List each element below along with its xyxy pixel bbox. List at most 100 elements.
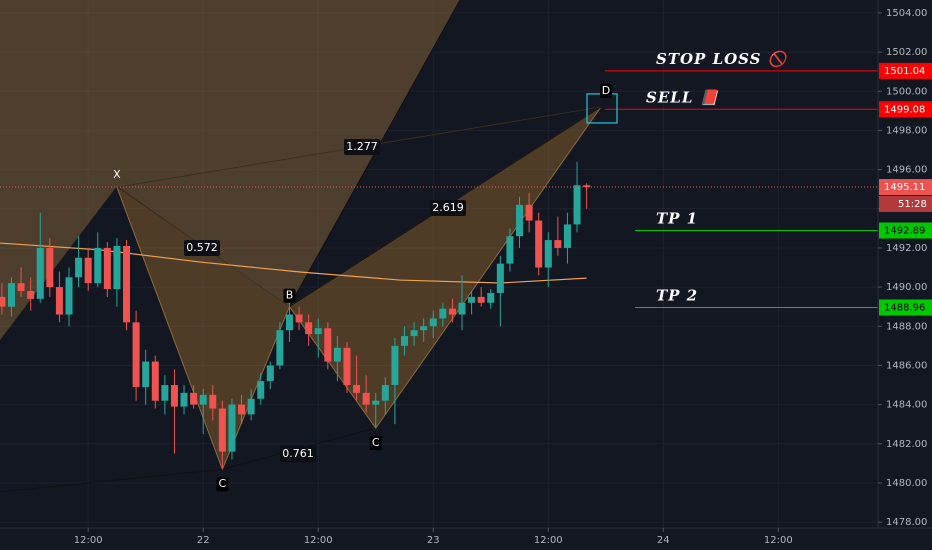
candle-body bbox=[439, 308, 447, 319]
level-tag bbox=[879, 101, 932, 118]
candle-body bbox=[123, 245, 131, 323]
candle-body bbox=[295, 314, 303, 323]
candle-body bbox=[285, 314, 293, 331]
level-tag bbox=[879, 222, 932, 239]
candle-body bbox=[429, 318, 437, 327]
candle-body bbox=[218, 408, 226, 452]
level-label: STOP LOSS 🚫 bbox=[656, 50, 790, 68]
ratio-label: 2.619 bbox=[432, 201, 464, 214]
level-price: 1492.89 bbox=[884, 226, 925, 237]
x-tick-label: 22 bbox=[197, 535, 210, 546]
y-tick-label: 1478.00 bbox=[886, 517, 927, 528]
candle-body bbox=[190, 392, 198, 405]
x-tick-label: 12:00 bbox=[304, 535, 333, 546]
candle-body bbox=[276, 330, 284, 366]
level-price: 1499.08 bbox=[884, 104, 925, 115]
y-tick-label: 1496.00 bbox=[886, 165, 927, 176]
candle-body bbox=[554, 240, 562, 248]
point-label-bg bbox=[216, 477, 229, 492]
y-tick-label: 1484.00 bbox=[886, 400, 927, 411]
ratio-bg bbox=[430, 200, 466, 216]
x-tick-label: 12:00 bbox=[74, 535, 103, 546]
candle-body bbox=[353, 385, 361, 393]
ratio-label: 1.277 bbox=[346, 140, 378, 153]
ratio-label: 0.761 bbox=[282, 447, 314, 460]
ratio-bg bbox=[280, 446, 316, 462]
point-label: C bbox=[219, 477, 227, 490]
candle-body bbox=[94, 247, 102, 284]
candle-body bbox=[324, 328, 332, 362]
candle-body bbox=[84, 257, 92, 284]
x-tick-label: 12:00 bbox=[534, 535, 563, 546]
point-label: C bbox=[372, 436, 380, 449]
level-tag bbox=[879, 62, 932, 79]
countdown: 51:28 bbox=[898, 199, 927, 210]
y-tick-label: 1492.00 bbox=[886, 243, 927, 254]
candle-body bbox=[75, 257, 83, 278]
candle-body bbox=[544, 240, 552, 268]
candle-body bbox=[17, 283, 25, 292]
candle-body bbox=[132, 322, 140, 387]
y-tick-label: 1500.00 bbox=[886, 86, 927, 97]
candle-body bbox=[170, 385, 178, 407]
candle-body bbox=[381, 385, 389, 401]
level-label: SELL 📕 bbox=[646, 88, 720, 106]
candle-body bbox=[209, 394, 217, 409]
point-label: X bbox=[113, 168, 121, 181]
y-tick-label: 1482.00 bbox=[886, 439, 927, 450]
candle-body bbox=[362, 392, 370, 405]
last-price-tag bbox=[879, 179, 932, 196]
level-label: TP 1 bbox=[656, 210, 698, 228]
candle-body bbox=[228, 404, 236, 452]
axes: 1478.00 1480.00 1482.00 1484.00 1486.00 1488.… bbox=[74, 8, 932, 546]
y-tick-label: 1488.00 bbox=[886, 321, 927, 332]
candle-body bbox=[410, 330, 418, 337]
candle-body bbox=[563, 224, 571, 248]
countdown-tag bbox=[879, 196, 932, 213]
ratio-bg bbox=[184, 240, 220, 256]
point-label-bg bbox=[369, 436, 382, 451]
candle-body bbox=[257, 381, 265, 399]
price-axis bbox=[878, 0, 932, 550]
candle-body bbox=[516, 204, 524, 237]
point-label: D bbox=[602, 84, 610, 97]
candle-body bbox=[199, 394, 207, 405]
candle-body bbox=[0, 296, 6, 307]
candle-body bbox=[372, 400, 380, 405]
candle-body bbox=[8, 283, 16, 307]
point-label-bg bbox=[283, 288, 296, 303]
x-tick-label: 24 bbox=[657, 535, 670, 546]
y-tick-label: 1480.00 bbox=[886, 478, 927, 489]
plot: STOP LOSS 🚫 SELL 📕 TP 1 TP 2 X C B C D 1.277 0.572… bbox=[0, 0, 878, 493]
level-price: 1501.04 bbox=[884, 66, 925, 77]
x-tick-label: 12:00 bbox=[764, 535, 793, 546]
candle-body bbox=[400, 336, 408, 346]
candle-body bbox=[487, 292, 495, 303]
y-tick-label: 1486.00 bbox=[886, 360, 927, 371]
candle-body bbox=[238, 404, 246, 415]
candle-body bbox=[27, 291, 35, 299]
level-label: TP 2 bbox=[656, 286, 698, 304]
candle-body bbox=[305, 322, 313, 335]
candle-body bbox=[266, 365, 274, 382]
y-tick-label: 1498.00 bbox=[886, 125, 927, 136]
pattern-zone bbox=[0, 0, 460, 340]
x-tick-label: 23 bbox=[427, 535, 440, 546]
candle-body bbox=[506, 236, 514, 264]
candle-body bbox=[391, 345, 399, 386]
candle-body bbox=[477, 296, 485, 303]
candle-body bbox=[55, 287, 63, 315]
candle-body bbox=[333, 347, 341, 362]
level-tag bbox=[879, 299, 932, 316]
candle-body bbox=[65, 277, 73, 315]
candle-body bbox=[448, 308, 456, 315]
candle-body bbox=[420, 326, 428, 331]
candle-body bbox=[525, 204, 533, 221]
candle-body bbox=[583, 185, 591, 188]
y-tick-label: 1504.00 bbox=[886, 8, 927, 19]
pattern-line bbox=[0, 468, 223, 493]
candle-body bbox=[496, 263, 504, 293]
candle-body bbox=[343, 347, 351, 386]
candle-body bbox=[46, 247, 54, 288]
